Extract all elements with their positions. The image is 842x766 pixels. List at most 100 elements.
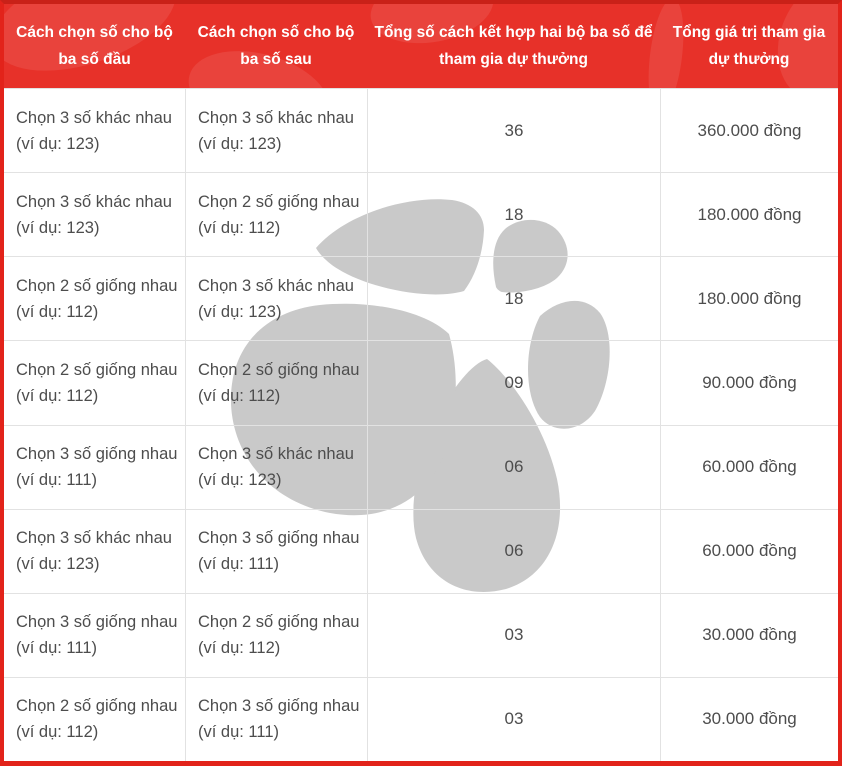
total-value: 60.000 đồng [702, 457, 797, 477]
total-value: 360.000 đồng [697, 120, 802, 140]
choice-method: Chọn 3 số giống nhau [16, 445, 178, 464]
total-value: 60.000 đồng [702, 541, 797, 561]
table-header-row: Cách chọn số cho bộ ba số đầu Cách chọn … [4, 4, 838, 88]
cell-combination-count: 36 [367, 88, 660, 173]
cell-total-value: 180.000 đồng [660, 172, 838, 257]
total-value: 30.000 đồng [702, 625, 797, 645]
cell-total-value: 180.000 đồng [660, 256, 838, 341]
choice-method: Chọn 3 số khác nhau [198, 276, 354, 295]
col-header-combinations: Tổng số cách kết hợp hai bộ ba số để tha… [367, 4, 660, 88]
cell-first-triple-choice: Chọn 3 số giống nhau (ví dụ: 111) [4, 592, 185, 677]
header-line: Tổng giá trị tham gia [672, 24, 826, 41]
header-line: dự thưởng [708, 51, 790, 68]
choice-method: Chọn 3 số giống nhau [16, 613, 178, 632]
table-row: Chọn 3 số khác nhau (ví dụ: 123) Chọn 3 … [4, 88, 838, 173]
cell-combination-count: 09 [367, 340, 660, 425]
cell-total-value: 30.000 đồng [660, 676, 838, 761]
cell-first-triple-choice: Chọn 2 số giống nhau (ví dụ: 112) [4, 340, 185, 424]
cell-second-triple-choice: Chọn 3 số khác nhau (ví dụ: 123) [185, 88, 367, 173]
cell-first-triple-choice: Chọn 3 số khác nhau (ví dụ: 123) [4, 172, 185, 256]
choice-example: (ví dụ: 123) [198, 471, 282, 490]
total-value: 180.000 đồng [697, 204, 802, 224]
total-value: 180.000 đồng [697, 288, 802, 308]
choice-method: Chọn 3 số khác nhau [16, 108, 172, 127]
choice-method: Chọn 3 số khác nhau [16, 192, 172, 211]
choice-method: Chọn 3 số khác nhau [16, 529, 172, 548]
choice-example: (ví dụ: 112) [16, 723, 99, 742]
cell-combination-count: 06 [367, 508, 660, 593]
choice-method: Chọn 3 số giống nhau [198, 529, 360, 548]
choice-method: Chọn 3 số giống nhau [198, 697, 360, 716]
col-header-total-value: Tổng giá trị tham gia dự thưởng [660, 4, 838, 88]
table-row: Chọn 2 số giống nhau (ví dụ: 112) Chọn 3… [4, 676, 838, 761]
combination-count: 09 [504, 372, 524, 392]
choice-example: (ví dụ: 123) [16, 555, 100, 574]
choice-example: (ví dụ: 111) [198, 555, 280, 574]
cell-second-triple-choice: Chọn 2 số giống nhau (ví dụ: 112) [185, 172, 367, 257]
cell-second-triple-choice: Chọn 2 số giống nhau (ví dụ: 112) [185, 592, 367, 677]
cell-combination-count: 03 [367, 592, 660, 677]
cell-total-value: 60.000 đồng [660, 508, 838, 593]
cell-first-triple-choice: Chọn 2 số giống nhau (ví dụ: 112) [4, 676, 185, 761]
cell-total-value: 90.000 đồng [660, 340, 838, 425]
combination-count: 18 [504, 204, 524, 224]
combination-count: 06 [504, 457, 524, 477]
choice-example: (ví dụ: 112) [16, 386, 99, 405]
cell-second-triple-choice: Chọn 3 số khác nhau (ví dụ: 123) [185, 256, 367, 341]
choice-example: (ví dụ: 111) [198, 723, 280, 742]
header-line: Tổng số cách kết hợp hai bộ ba số để [374, 24, 653, 41]
table-row: Chọn 3 số giống nhau (ví dụ: 111) Chọn 2… [4, 592, 838, 677]
table-row: Chọn 3 số giống nhau (ví dụ: 111) Chọn 3… [4, 424, 838, 509]
choice-example: (ví dụ: 123) [198, 134, 282, 153]
cell-first-triple-choice: Chọn 3 số giống nhau (ví dụ: 111) [4, 424, 185, 509]
choice-example: (ví dụ: 112) [16, 302, 99, 321]
choice-method: Chọn 3 số khác nhau [198, 445, 354, 464]
choice-method: Chọn 2 số giống nhau [198, 360, 360, 379]
header-line: ba số sau [240, 51, 312, 68]
cell-second-triple-choice: Chọn 3 số khác nhau (ví dụ: 123) [185, 424, 367, 509]
col-header-second-triple: Cách chọn số cho bộ ba số sau [185, 4, 367, 88]
cell-second-triple-choice: Chọn 2 số giống nhau (ví dụ: 112) [185, 340, 367, 425]
choice-example: (ví dụ: 112) [198, 218, 281, 237]
cell-combination-count: 06 [367, 424, 660, 509]
choice-method: Chọn 2 số giống nhau [16, 697, 178, 716]
choice-method: Chọn 2 số giống nhau [16, 360, 178, 379]
choice-example: (ví dụ: 123) [198, 302, 282, 321]
choice-method: Chọn 3 số khác nhau [198, 108, 354, 127]
cell-combination-count: 18 [367, 172, 660, 257]
choice-example: (ví dụ: 112) [198, 386, 281, 405]
cell-first-triple-choice: Chọn 3 số khác nhau (ví dụ: 123) [4, 508, 185, 593]
table-row: Chọn 2 số giống nhau (ví dụ: 112) Chọn 3… [4, 256, 838, 341]
header-line: tham gia dự thưởng [439, 51, 588, 68]
combination-count: 03 [504, 709, 524, 729]
cell-first-triple-choice: Chọn 3 số khác nhau (ví dụ: 123) [4, 88, 185, 172]
cell-combination-count: 18 [367, 256, 660, 341]
cell-second-triple-choice: Chọn 3 số giống nhau (ví dụ: 111) [185, 676, 367, 761]
combination-count: 36 [504, 120, 524, 140]
choice-method: Chọn 2 số giống nhau [198, 613, 360, 632]
table-row: Chọn 3 số khác nhau (ví dụ: 123) Chọn 3 … [4, 508, 838, 593]
total-value: 30.000 đồng [702, 709, 797, 729]
cell-total-value: 360.000 đồng [660, 88, 838, 173]
prize-table: Cách chọn số cho bộ ba số đầu Cách chọn … [4, 4, 838, 761]
choice-method: Chọn 2 số giống nhau [198, 192, 360, 211]
choice-example: (ví dụ: 123) [16, 134, 100, 153]
cell-second-triple-choice: Chọn 3 số giống nhau (ví dụ: 111) [185, 508, 367, 593]
cell-first-triple-choice: Chọn 2 số giống nhau (ví dụ: 112) [4, 256, 185, 340]
choice-example: (ví dụ: 123) [16, 218, 100, 237]
table-row: Chọn 3 số khác nhau (ví dụ: 123) Chọn 2 … [4, 172, 838, 257]
choice-example: (ví dụ: 111) [16, 471, 98, 490]
col-header-first-triple: Cách chọn số cho bộ ba số đầu [4, 4, 185, 88]
combination-count: 18 [504, 288, 524, 308]
cell-total-value: 30.000 đồng [660, 592, 838, 677]
combination-count: 03 [504, 625, 524, 645]
table-row: Chọn 2 số giống nhau (ví dụ: 112) Chọn 2… [4, 340, 838, 425]
choice-example: (ví dụ: 112) [198, 639, 281, 658]
cell-combination-count: 03 [367, 676, 660, 761]
header-line: Cách chọn số cho bộ [197, 24, 355, 41]
choice-method: Chọn 2 số giống nhau [16, 276, 178, 295]
header-line: ba số đầu [58, 51, 131, 68]
header-line: Cách chọn số cho bộ [16, 24, 173, 41]
choice-example: (ví dụ: 111) [16, 639, 98, 658]
